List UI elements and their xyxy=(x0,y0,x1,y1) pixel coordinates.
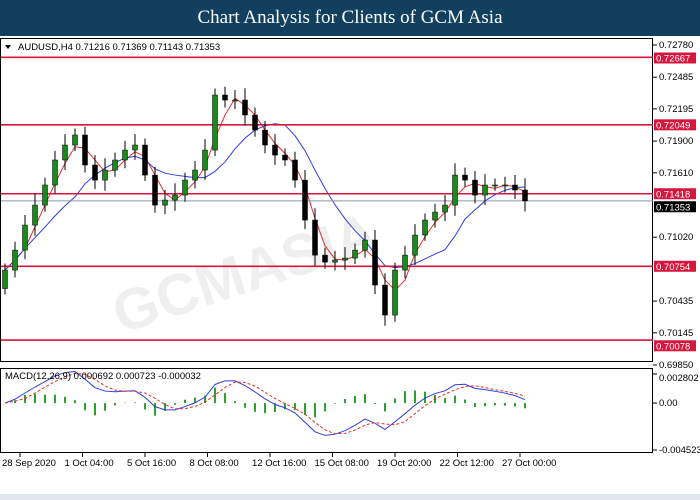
level-price-tag xyxy=(654,52,696,64)
status-strip xyxy=(0,494,700,500)
level-price-label: 0.72667 xyxy=(656,54,690,65)
price-chart[interactable]: GCMASIA 0.726670.720490.714180.713530.70… xyxy=(0,36,700,494)
bull-candle xyxy=(72,134,78,146)
bear-candle xyxy=(152,174,158,206)
bull-candle xyxy=(12,249,18,271)
main-panel xyxy=(0,38,653,362)
bull-candle xyxy=(232,99,238,102)
x-tick-label: 8 Oct 08:00 xyxy=(190,458,239,469)
bear-candle xyxy=(292,159,298,181)
bear-candle xyxy=(512,184,518,191)
bull-candle xyxy=(212,94,218,151)
x-tick-label: 12 Oct 16:00 xyxy=(252,458,306,469)
bull-candle xyxy=(182,179,188,196)
x-tick-label: 22 Oct 12:00 xyxy=(440,458,494,469)
level-price-tag xyxy=(654,188,696,200)
macd-signal-line xyxy=(4,372,526,435)
bear-candle xyxy=(382,284,388,316)
macd-tick-label: 0.00 xyxy=(659,398,678,409)
symbol-header: AUDUSD,H4 0.71216 0.71369 0.71143 0.7135… xyxy=(18,42,220,53)
dropdown-triangle-icon[interactable] xyxy=(5,45,11,49)
y-tick-label: 0.72195 xyxy=(659,104,693,115)
y-tick-label: 0.71020 xyxy=(659,232,693,243)
bear-candle xyxy=(252,114,258,131)
bear-candle xyxy=(82,134,88,166)
bear-candle xyxy=(272,144,278,156)
current-price-tag xyxy=(654,201,696,213)
bear-candle xyxy=(262,129,268,146)
y-tick-label: 0.71900 xyxy=(659,136,693,147)
y-tick-label: 0.72485 xyxy=(659,72,693,83)
bear-candle xyxy=(242,99,248,116)
level-price-tag xyxy=(654,260,696,272)
bull-candle xyxy=(482,184,488,196)
bull-candle xyxy=(132,144,138,151)
bear-candle xyxy=(462,174,468,181)
bull-candle xyxy=(2,269,8,289)
banner-title: Chart Analysis for Clients of GCM Asia xyxy=(0,0,700,36)
bear-candle xyxy=(92,164,98,181)
bull-candle xyxy=(352,249,358,259)
x-tick-label: 19 Oct 20:00 xyxy=(377,458,431,469)
bull-candle xyxy=(452,174,458,206)
bear-candle xyxy=(222,94,228,101)
y-tick-label: 0.69850 xyxy=(659,360,693,371)
bear-candle xyxy=(522,189,528,202)
x-tick-label: 28 Sep 2020 xyxy=(2,458,56,469)
macd-tick-label: -0.004523 xyxy=(659,445,700,456)
macd-tick-label: 0.002802 xyxy=(659,373,699,384)
bull-candle xyxy=(42,184,48,206)
bull-candle xyxy=(112,159,118,171)
level-price-label: 0.70078 xyxy=(656,341,690,352)
bear-candle xyxy=(302,179,308,221)
level-price-label: 0.72049 xyxy=(656,120,690,131)
bull-candle xyxy=(62,144,68,161)
bull-candle xyxy=(392,269,398,316)
bear-candle xyxy=(142,144,148,176)
x-tick-label: 1 Oct 04:00 xyxy=(65,458,114,469)
x-tick-label: 27 Oct 00:00 xyxy=(502,458,556,469)
macd-panel xyxy=(0,368,653,453)
macd-header: MACD(12,26,9) 0.000692 0.000723 -0.00003… xyxy=(5,371,201,382)
bull-candle xyxy=(162,199,168,206)
level-price-label: 0.70754 xyxy=(656,262,690,273)
bear-candle xyxy=(312,219,318,256)
level-price-label: 0.71418 xyxy=(656,189,690,200)
bull-candle xyxy=(422,219,428,236)
bull-candle xyxy=(22,224,28,251)
y-tick-label: 0.71610 xyxy=(659,168,693,179)
y-tick-label: 0.70435 xyxy=(659,296,693,307)
bull-candle xyxy=(172,194,178,201)
bull-candle xyxy=(102,169,108,181)
bull-candle xyxy=(362,239,368,251)
bear-candle xyxy=(282,154,288,161)
bull-candle xyxy=(432,211,438,221)
bear-candle xyxy=(472,179,478,196)
bull-candle xyxy=(192,169,198,181)
bull-candle xyxy=(342,257,348,261)
level-price-tag xyxy=(654,340,696,352)
y-tick-label: 0.70145 xyxy=(659,328,693,339)
bull-candle xyxy=(502,184,508,187)
current-price-label: 0.71353 xyxy=(656,202,690,213)
bull-candle xyxy=(52,159,58,186)
bull-candle xyxy=(202,149,208,171)
x-tick-label: 5 Oct 16:00 xyxy=(127,458,176,469)
bear-candle xyxy=(372,239,378,286)
bull-candle xyxy=(332,259,338,263)
bull-candle xyxy=(32,204,38,226)
bear-candle xyxy=(322,254,328,263)
bull-candle xyxy=(442,204,448,213)
bull-candle xyxy=(492,184,498,187)
macd-main-line xyxy=(4,370,526,436)
y-tick-label: 0.72780 xyxy=(659,40,693,51)
bull-candle xyxy=(122,149,128,161)
level-price-tag xyxy=(654,119,696,131)
bull-candle xyxy=(402,254,408,271)
bull-candle xyxy=(412,234,418,256)
x-tick-label: 15 Oct 08:00 xyxy=(315,458,369,469)
